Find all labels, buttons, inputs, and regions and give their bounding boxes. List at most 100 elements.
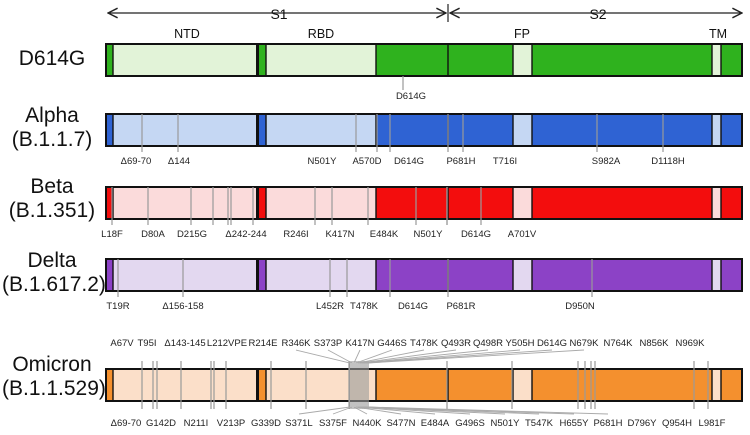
domain-label-fp: FP bbox=[514, 27, 530, 41]
variant-name-omicron: Omicron (B.1.1.529) bbox=[2, 353, 106, 400]
mutation-label: T478K bbox=[350, 301, 379, 312]
bar-segment-dark bbox=[376, 114, 513, 146]
mutation-label: Δ156-158 bbox=[162, 301, 203, 312]
mutation-label: Δ69-70 bbox=[121, 156, 152, 167]
bar-segment-light bbox=[113, 187, 258, 219]
mutation-label: L452R bbox=[316, 301, 344, 312]
connector-line bbox=[298, 406, 351, 415]
bar-segment-light bbox=[266, 44, 376, 76]
mutation-label-below: S371L bbox=[285, 418, 312, 429]
bar-beta: L18F D80A D215G Δ242-244 R246I K417N E484K N501… bbox=[101, 186, 743, 240]
mutation-label-below: H655Y bbox=[559, 418, 589, 429]
bar-segment-light bbox=[712, 44, 721, 76]
mutation-label: D614G bbox=[398, 301, 428, 312]
mutation-label-above: R346K bbox=[281, 338, 311, 349]
bar-segment-dark bbox=[721, 44, 742, 76]
mutation-label: N501Y bbox=[307, 156, 337, 167]
divider-thick bbox=[256, 114, 259, 146]
connector-line bbox=[367, 406, 609, 415]
domain-label-tm: TM bbox=[709, 27, 727, 41]
mutation-label: E484K bbox=[370, 229, 399, 240]
mutation-label: D215G bbox=[177, 229, 207, 240]
bar-segment-dark bbox=[532, 187, 712, 219]
mutation-label-above: N679K bbox=[569, 338, 599, 349]
bar-segment-light bbox=[513, 187, 532, 219]
mutation-label: Δ144 bbox=[168, 156, 190, 167]
bar-segment-dark bbox=[532, 44, 712, 76]
mutation-label: N501Y bbox=[413, 229, 443, 240]
variant-bars: D614G Δ69-70 Δ144 N501Y A570D D614G P681H T716I… bbox=[101, 43, 743, 429]
bar-segment-light bbox=[513, 44, 532, 76]
mutation-label-above: S373P bbox=[314, 338, 343, 349]
mutation-label-below: Δ69-70 bbox=[111, 418, 142, 429]
bar-segment-dark bbox=[532, 114, 712, 146]
mutation-label: P681R bbox=[446, 301, 475, 312]
mutation-label-below: Q954H bbox=[662, 418, 692, 429]
mutation-label: D80A bbox=[141, 229, 165, 240]
connector-line bbox=[357, 349, 425, 364]
bar-delta: T19R Δ156-158 L452R T478K D614G P681R D950N bbox=[105, 258, 743, 312]
connector-line bbox=[367, 349, 585, 364]
mutation-label: P681H bbox=[446, 156, 475, 167]
connector-line bbox=[327, 349, 353, 364]
mutation-label-below: E484A bbox=[421, 418, 450, 429]
s1-label: S1 bbox=[270, 6, 287, 22]
mutation-label: T716I bbox=[493, 156, 517, 167]
connector-line bbox=[295, 349, 351, 364]
domain-label-ntd: NTD bbox=[174, 27, 200, 41]
bar-segment-dark bbox=[258, 187, 266, 219]
mutation-label: D614G bbox=[394, 156, 424, 167]
s2-label: S2 bbox=[589, 6, 606, 22]
mutation-label-above: Q498R bbox=[473, 338, 503, 349]
mutation-label: K417N bbox=[325, 229, 354, 240]
bar-outline bbox=[105, 186, 743, 220]
bar-segment-light bbox=[266, 114, 376, 146]
bar-segment-dark bbox=[721, 187, 742, 219]
mutation-label-above: L212VPE bbox=[207, 338, 247, 349]
bar-segment-dark bbox=[258, 44, 266, 76]
bar-segment-light bbox=[712, 114, 721, 146]
bar-segment-light bbox=[513, 114, 532, 146]
mutation-label: T19R bbox=[106, 301, 129, 312]
mutation-label: A701V bbox=[508, 229, 537, 240]
connector-line bbox=[361, 349, 489, 364]
mutation-label-above: Q493R bbox=[441, 338, 471, 349]
mutation-label: D614G bbox=[461, 229, 491, 240]
connector-line bbox=[355, 406, 402, 415]
mutation-label-below: S477N bbox=[386, 418, 415, 429]
mutation-label-below: T547K bbox=[525, 418, 554, 429]
divider-thick bbox=[256, 44, 259, 76]
bar-outline bbox=[105, 113, 743, 147]
mutation-label-above: Y505H bbox=[505, 338, 534, 349]
bar-segment-dark bbox=[721, 369, 742, 401]
mutation-label-below: D796Y bbox=[627, 418, 657, 429]
connector-line bbox=[363, 349, 521, 364]
connector-line bbox=[357, 406, 436, 415]
mutation-label-below: N211I bbox=[184, 418, 209, 429]
mutation-label-above: T478K bbox=[410, 338, 439, 349]
variant-name-beta: Beta (B.1.351) bbox=[8, 175, 96, 222]
bar-segment-light bbox=[712, 187, 721, 219]
domain-header: S1 S2 NTD RBD FP TM bbox=[108, 4, 742, 41]
mutation-label-below: L981F bbox=[699, 418, 726, 429]
mutation-label: S982A bbox=[592, 156, 621, 167]
bar-segment-dark bbox=[258, 114, 266, 146]
bar-d614g: D614G bbox=[105, 43, 743, 102]
divider-thick bbox=[256, 187, 259, 219]
bar-segment-light bbox=[266, 259, 376, 291]
mutation-label-below: G339D bbox=[251, 418, 281, 429]
bar-segment-dark bbox=[376, 369, 513, 401]
connector-line bbox=[353, 349, 361, 364]
mutation-label-below: N440K bbox=[352, 418, 382, 429]
bar-segment-dark bbox=[258, 369, 266, 401]
mutation-label: D1118H bbox=[651, 156, 685, 167]
mutation-label-below: P681H bbox=[593, 418, 622, 429]
bar-segment-light bbox=[113, 44, 258, 76]
bar-segment-dark bbox=[376, 44, 513, 76]
mutation-label-above: N856K bbox=[639, 338, 669, 349]
mutation-label: L18F bbox=[101, 229, 123, 240]
bar-segment-dark bbox=[532, 259, 712, 291]
mutation-label-above: D614G bbox=[537, 338, 567, 349]
bar-segment-dark bbox=[106, 259, 113, 291]
